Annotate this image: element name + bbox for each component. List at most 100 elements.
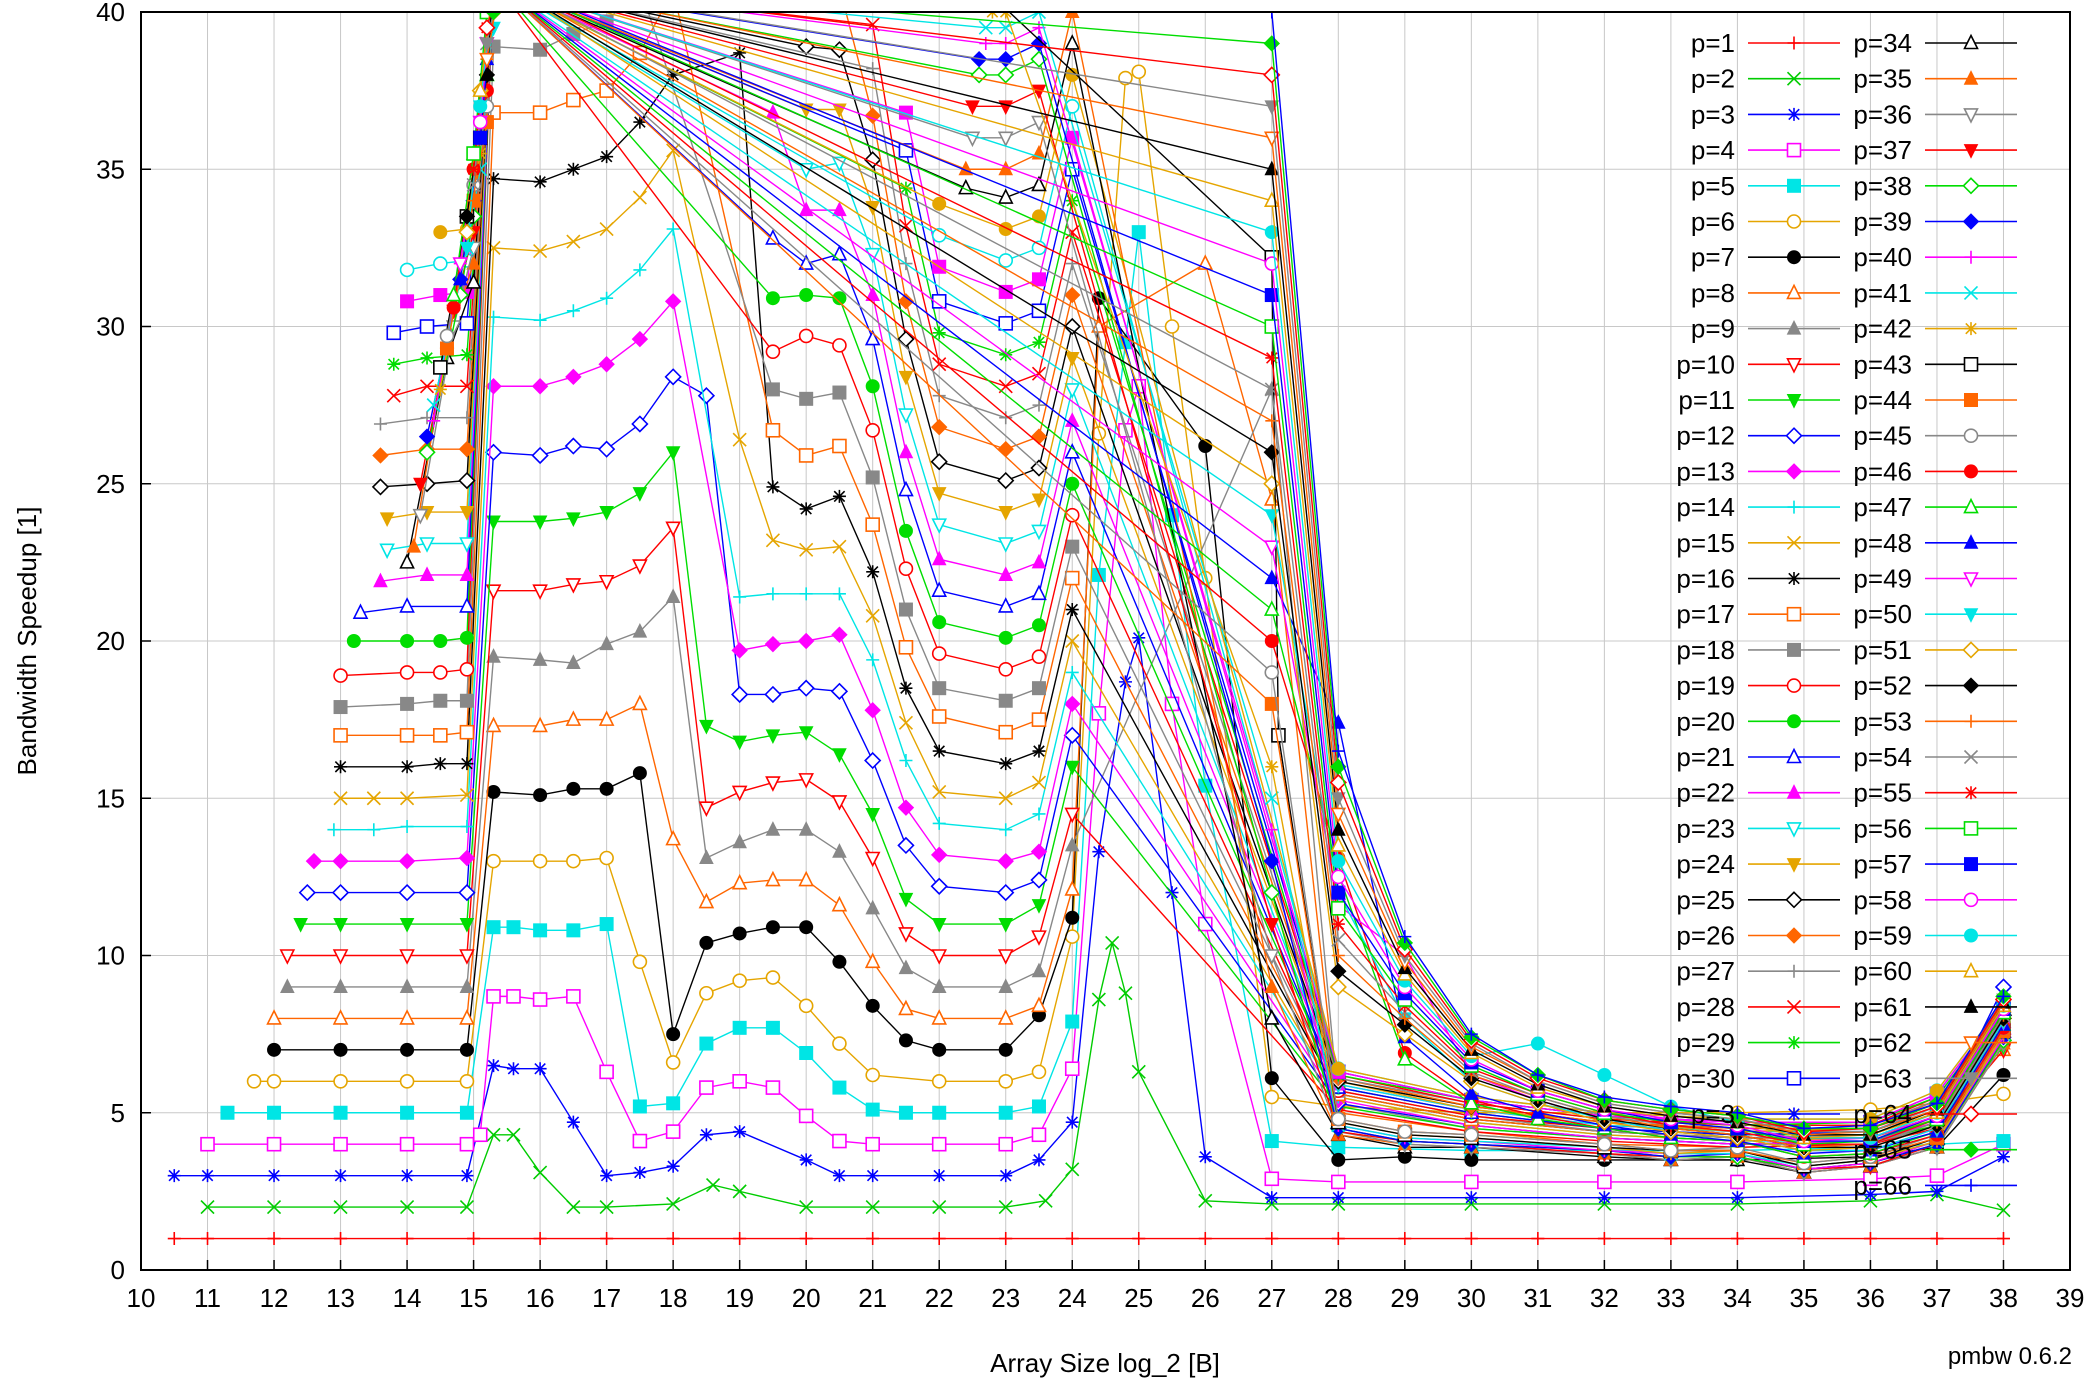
data-point <box>832 201 847 217</box>
data-point <box>486 784 501 799</box>
data-point <box>998 284 1013 299</box>
data-point <box>1531 1068 1545 1082</box>
data-point <box>565 368 582 386</box>
data-point <box>765 870 781 887</box>
legend-item: p=23 <box>1676 813 1840 843</box>
data-point <box>1664 1232 1678 1246</box>
data-point <box>1464 1085 1479 1100</box>
data-point <box>486 853 501 869</box>
data-point <box>1263 852 1281 870</box>
data-point <box>458 223 476 241</box>
legend-sample-marker <box>1962 1105 1980 1123</box>
data-point <box>931 709 947 724</box>
legend-item: p=14 <box>1676 492 1840 522</box>
x-tick-label: 20 <box>792 1283 821 1313</box>
data-point <box>799 1153 813 1167</box>
data-point <box>333 1136 348 1152</box>
data-point <box>279 949 296 965</box>
data-point <box>932 1042 947 1057</box>
data-point <box>566 781 581 796</box>
data-point <box>766 480 780 494</box>
data-point <box>831 626 848 643</box>
data-point <box>1730 1232 1744 1246</box>
data-point <box>433 382 447 396</box>
legend-sample-marker <box>1963 285 1979 300</box>
series-p-5 <box>220 225 2011 1158</box>
legend-item: p=16 <box>1676 564 1840 594</box>
legend-sample-marker <box>1964 857 1978 872</box>
data-point <box>332 1009 349 1025</box>
data-point <box>400 294 415 309</box>
data-point <box>346 634 361 648</box>
data-point <box>765 970 781 985</box>
data-point <box>1331 949 1345 962</box>
data-point <box>997 471 1015 490</box>
series-line <box>287 526 2005 1149</box>
legend-label: p=45 <box>1853 421 1912 451</box>
data-point <box>632 1133 648 1149</box>
data-point <box>220 1105 235 1120</box>
data-point <box>280 978 295 993</box>
legend-label: p=4 <box>1691 135 1735 165</box>
data-point <box>566 654 581 670</box>
legend-label: p=15 <box>1676 528 1735 558</box>
legend-sample-marker <box>1964 322 1978 336</box>
legend-sample-marker <box>1964 464 1978 479</box>
data-point <box>246 1074 262 1089</box>
data-point <box>1032 1153 1046 1167</box>
data-point <box>598 356 615 373</box>
data-point <box>865 470 880 485</box>
x-tick-label: 34 <box>1723 1283 1752 1313</box>
data-point <box>487 310 501 324</box>
data-point <box>334 760 348 774</box>
data-point <box>832 1169 846 1183</box>
legend-sample-marker <box>1787 1036 1801 1050</box>
data-point <box>898 1105 913 1120</box>
data-point <box>1265 823 1279 837</box>
data-point <box>379 512 395 527</box>
x-tick-label: 25 <box>1124 1283 1153 1313</box>
data-point <box>1464 1191 1478 1205</box>
data-point <box>479 37 495 53</box>
legend-item: p=7 <box>1691 242 1840 272</box>
data-point <box>997 597 1014 613</box>
data-point <box>1132 1232 1146 1246</box>
legend-label: p=39 <box>1853 207 1912 237</box>
data-point <box>897 293 915 310</box>
data-point <box>699 1080 714 1095</box>
legend-sample-marker <box>1785 891 1803 909</box>
data-point <box>1996 1134 2011 1149</box>
data-point <box>765 776 781 792</box>
data-point <box>1331 1174 1346 1190</box>
data-point <box>798 726 814 741</box>
data-point <box>1331 1140 1346 1155</box>
data-point <box>932 1105 947 1120</box>
legend-sample-marker <box>1786 822 1802 838</box>
legend-sample-marker <box>1964 786 1978 800</box>
data-point <box>533 788 548 803</box>
data-point <box>420 351 434 365</box>
data-point <box>832 338 847 353</box>
data-point <box>333 1074 348 1089</box>
data-point <box>1264 569 1280 585</box>
data-point <box>798 870 814 887</box>
legend-sample-marker <box>1963 534 1979 549</box>
legend-sample-marker <box>1786 394 1802 409</box>
data-point <box>799 587 813 601</box>
data-point <box>1264 225 1279 240</box>
legend-sample-marker <box>1787 178 1801 193</box>
data-point <box>765 1020 780 1035</box>
data-point <box>400 1042 415 1057</box>
data-point <box>399 553 415 569</box>
data-point <box>1064 1061 1080 1077</box>
legend-sample-marker <box>1786 858 1802 873</box>
legend-sample-marker <box>1787 964 1801 978</box>
legend-label: p=44 <box>1853 385 1912 415</box>
data-point <box>1264 1089 1280 1105</box>
legend-item: p=53 <box>1853 706 2017 736</box>
data-point <box>765 729 781 744</box>
data-point <box>599 635 614 651</box>
legend-label: p=16 <box>1676 564 1735 594</box>
data-point <box>1031 618 1046 633</box>
data-point <box>1930 1232 1944 1246</box>
